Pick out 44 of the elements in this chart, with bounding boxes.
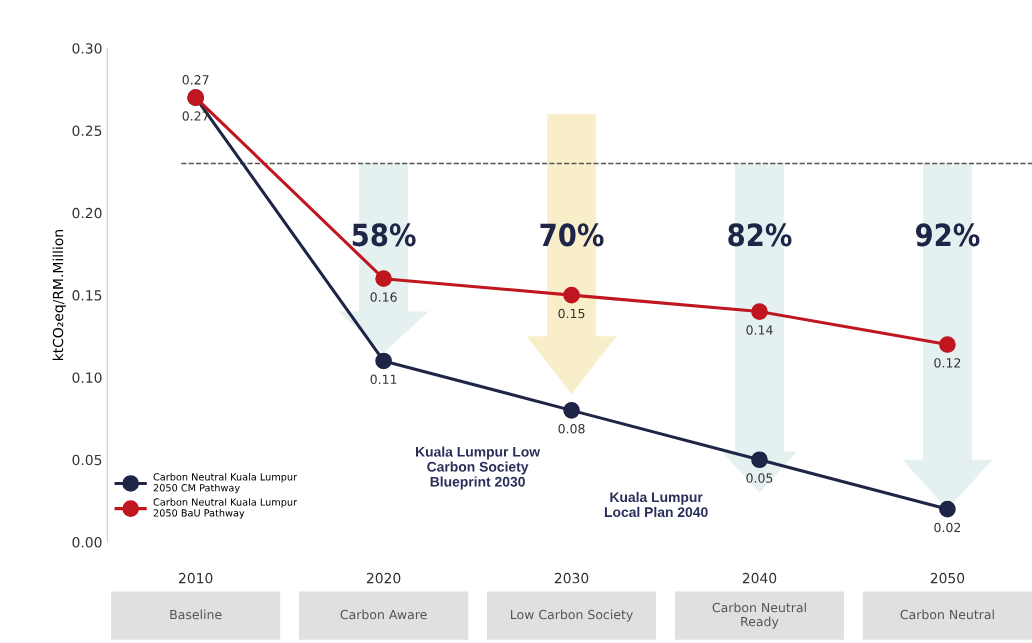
x-tick-label: 2020 — [366, 572, 401, 584]
y-tick-label: 0.20 — [72, 207, 102, 219]
point — [939, 336, 956, 353]
annotation: 58% — [352, 223, 416, 247]
data-label: 0.05 — [746, 473, 773, 483]
y-tick-label: 0.30 — [72, 43, 102, 54]
data-label: 0.02 — [934, 522, 961, 533]
data-label: 0.14 — [746, 325, 773, 335]
annotation: Kuala Lumpur Low Carbon Society Blueprint 2030 — [416, 446, 541, 490]
y-tick-label: 0.25 — [72, 125, 102, 136]
y-tick-label: 0.10 — [72, 372, 102, 383]
x-tick-label: 2010 — [179, 572, 213, 584]
data-label: 0.27 — [182, 111, 209, 121]
data-label: 0.08 — [558, 423, 585, 434]
legend-label: Carbon Neutral Kuala Lumpur 2050 CM Pathway — [153, 473, 298, 494]
annotation: 70% — [540, 223, 604, 247]
x-tick-label: 2050 — [930, 572, 965, 584]
y-tick-label: 0.15 — [72, 290, 102, 301]
text: Carbon Neutral — [900, 609, 994, 620]
data-label: 0.16 — [370, 292, 397, 302]
annotation: 92% — [915, 223, 980, 247]
point — [375, 352, 392, 370]
annotation: 82% — [728, 223, 792, 247]
point — [751, 451, 768, 469]
legend-label: Carbon Neutral Kuala Lumpur 2050 BaU Pathway — [153, 498, 298, 519]
y-tick-label: 0.00 — [72, 537, 102, 548]
point — [751, 303, 768, 320]
y-tick-label: 0.05 — [72, 454, 102, 466]
point — [563, 286, 580, 304]
text: Carbon Neutral Ready — [712, 602, 806, 629]
x-tick-label: 2040 — [742, 572, 777, 584]
text: Carbon Aware — [340, 609, 427, 620]
point — [563, 402, 580, 419]
annotation: Kuala Lumpur Local Plan 2040 — [604, 491, 708, 518]
point — [939, 500, 956, 518]
data-label: 0.11 — [370, 374, 397, 385]
x-tick-label: 2030 — [554, 572, 589, 584]
y-axis-title: ktCO₂eq/RM.Million — [52, 230, 66, 361]
text: Baseline — [170, 609, 222, 620]
data-label: 0.12 — [934, 358, 961, 368]
data-label: 0.27 — [182, 75, 209, 85]
point — [375, 270, 392, 288]
text: Low Carbon Society — [511, 609, 633, 622]
data-label: 0.15 — [558, 308, 585, 319]
